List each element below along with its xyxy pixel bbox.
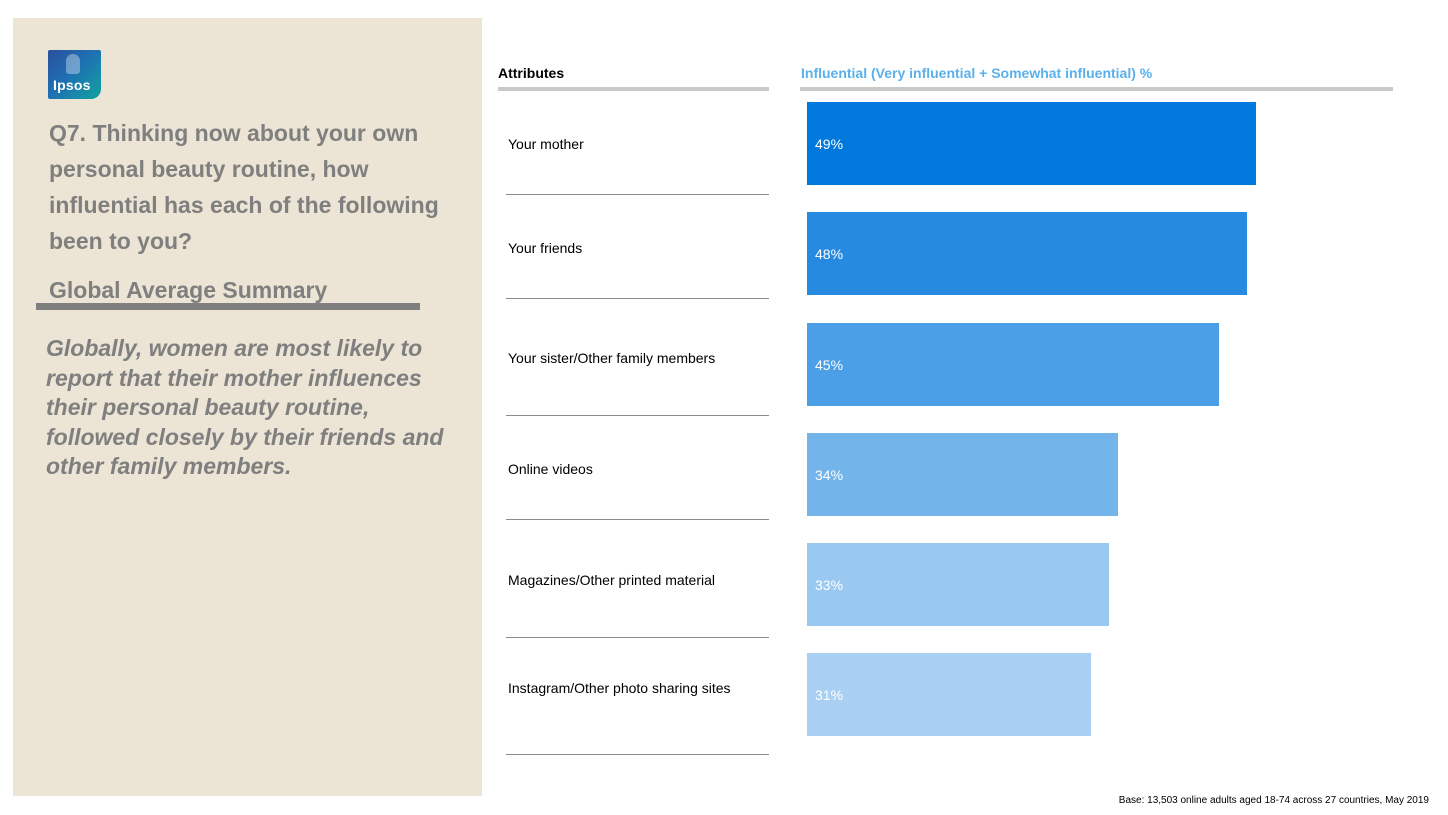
bar-value-label: 48% <box>815 246 844 262</box>
attributes-header: Attributes <box>498 65 565 81</box>
attributes-header-rule <box>498 87 769 91</box>
measure-header: Influential (Very influential + Somewhat… <box>801 65 1153 81</box>
bar <box>807 653 1091 736</box>
attribute-label: Your friends <box>508 240 583 256</box>
summary-underline <box>36 303 420 310</box>
row-divider <box>506 754 769 755</box>
bar <box>807 102 1256 185</box>
row-divider <box>506 415 769 416</box>
attribute-label: Instagram/Other photo sharing sites <box>508 680 731 696</box>
bar <box>807 212 1247 295</box>
summary-title: Global Average Summary <box>49 277 328 303</box>
question-text: Q7. Thinking now about your own personal… <box>49 120 439 254</box>
row-divider <box>506 637 769 638</box>
bar-value-label: 45% <box>815 357 844 373</box>
bar <box>807 543 1109 626</box>
row-divider <box>506 519 769 520</box>
bar-value-label: 33% <box>815 577 844 593</box>
bar-value-label: 31% <box>815 687 844 703</box>
attribute-label: Online videos <box>508 461 593 477</box>
attribute-label: Magazines/Other printed material <box>508 572 715 588</box>
row-divider <box>506 194 769 195</box>
bar <box>807 323 1219 406</box>
logo-text: Ipsos <box>53 77 91 93</box>
attribute-label: Your mother <box>508 136 584 152</box>
bar <box>807 433 1118 516</box>
row-divider <box>506 298 769 299</box>
bar-value-label: 34% <box>815 467 844 483</box>
logo-mark-icon <box>66 54 80 74</box>
measure-header-rule <box>800 87 1393 91</box>
base-footnote: Base: 13,503 online adults aged 18-74 ac… <box>1118 795 1429 806</box>
bar-value-label: 49% <box>815 136 844 152</box>
ipsos-logo: Ipsos <box>48 50 101 99</box>
insight-text: Globally, women are most likely to repor… <box>46 335 444 479</box>
attribute-label: Your sister/Other family members <box>508 350 716 366</box>
summary-panel: Ipsos Q7. Thinking now about your own pe… <box>13 18 482 796</box>
